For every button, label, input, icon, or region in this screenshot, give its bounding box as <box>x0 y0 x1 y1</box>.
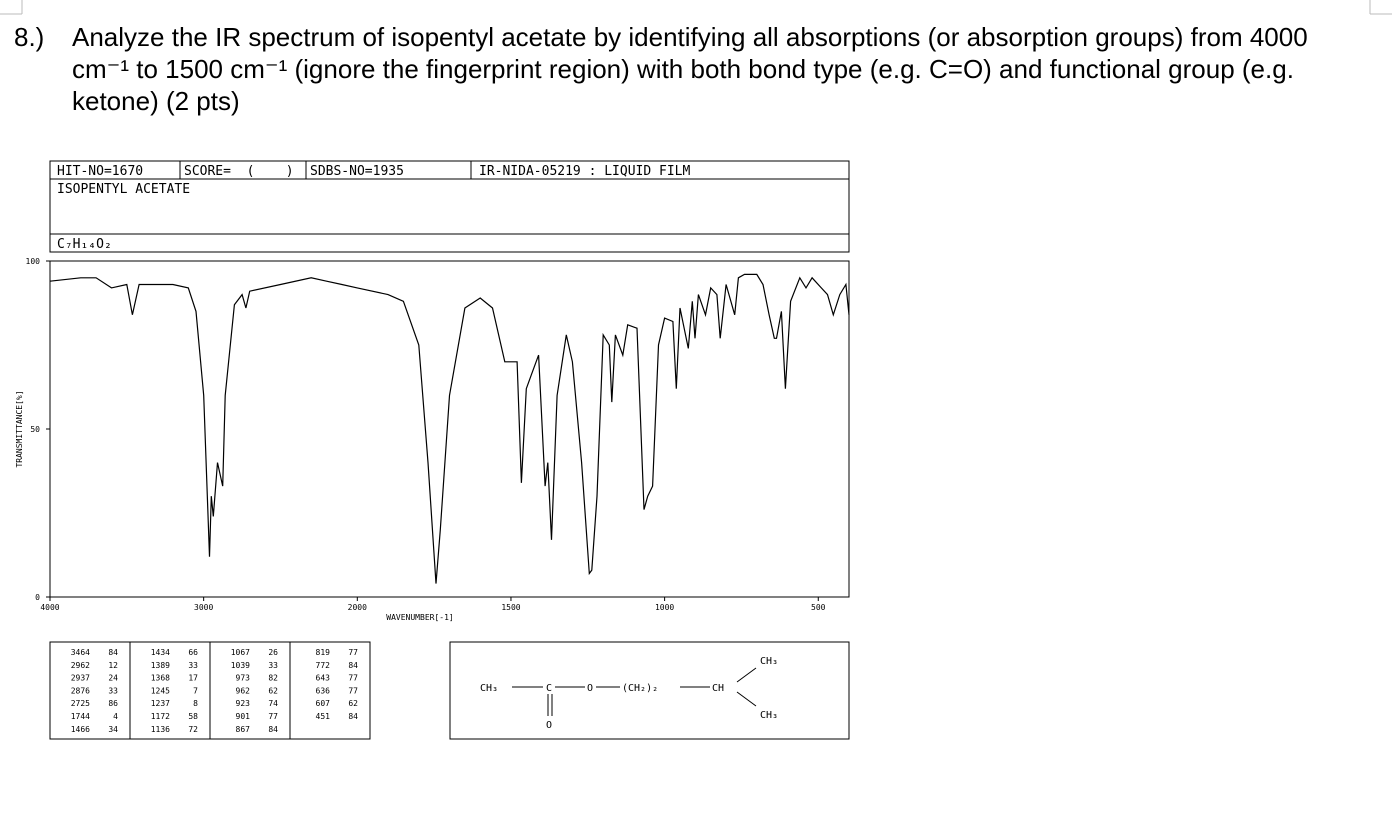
question-text: Analyze the IR spectrum of isopentyl ace… <box>72 22 1308 52</box>
compound-name: ISOPENTYL ACETATE <box>57 182 190 197</box>
peak-wavenumber: 2725 <box>71 699 90 708</box>
peak-transmittance: 33 <box>188 661 198 670</box>
peak-wavenumber: 1245 <box>151 686 170 695</box>
peak-transmittance: 66 <box>188 648 198 657</box>
peak-wavenumber: 772 <box>316 661 331 670</box>
peak-transmittance: 72 <box>188 725 198 734</box>
peak-transmittance: 26 <box>268 648 278 657</box>
y-tick-label: 0 <box>35 593 40 602</box>
peak-wavenumber: 962 <box>236 686 251 695</box>
peak-transmittance: 8 <box>193 699 198 708</box>
peak-transmittance: 62 <box>348 699 358 708</box>
peak-transmittance: 58 <box>188 712 198 721</box>
peak-wavenumber: 643 <box>316 674 331 683</box>
x-tick-label: 500 <box>811 603 826 612</box>
question-text: cm⁻¹ to 1500 cm⁻¹ (ignore the fingerprin… <box>72 54 1294 84</box>
peak-transmittance: 84 <box>348 661 358 670</box>
x-tick-label: 1500 <box>501 603 520 612</box>
peak-transmittance: 7 <box>193 686 198 695</box>
peak-transmittance: 86 <box>108 699 118 708</box>
peak-transmittance: 77 <box>348 648 358 657</box>
question-text: ketone) (2 pts) <box>72 86 240 116</box>
atom: CH₃ <box>760 710 778 721</box>
peak-wavenumber: 607 <box>316 699 331 708</box>
peak-transmittance: 4 <box>113 712 118 721</box>
peak-transmittance: 62 <box>268 686 278 695</box>
peak-wavenumber: 2937 <box>71 674 90 683</box>
peak-transmittance: 17 <box>188 674 198 683</box>
peak-transmittance: 74 <box>268 699 278 708</box>
peak-transmittance: 77 <box>268 712 278 721</box>
score: SCORE= ( ) <box>184 164 294 179</box>
structure-box <box>449 641 850 740</box>
peak-transmittance: 34 <box>108 725 118 734</box>
atom: CH <box>712 683 724 694</box>
peak-transmittance: 12 <box>108 661 118 670</box>
x-tick-label: 1000 <box>655 603 674 612</box>
x-axis-label: WAVENUMBER[-1] <box>386 613 453 622</box>
peak-transmittance: 77 <box>348 686 358 695</box>
atom: O <box>546 720 552 731</box>
x-tick-label: 4000 <box>40 603 59 612</box>
peak-wavenumber: 636 <box>316 686 331 695</box>
peak-wavenumber: 1744 <box>71 712 90 721</box>
y-tick-label: 100 <box>26 257 41 266</box>
peak-transmittance: 33 <box>268 661 278 670</box>
formula: C₇H₁₄O₂ <box>57 237 112 252</box>
y-axis-label: TRANSMITTANCE[%] <box>15 390 24 467</box>
peak-wavenumber: 819 <box>316 648 331 657</box>
atom: O <box>587 683 593 694</box>
spectrum-line <box>49 273 850 584</box>
bond <box>736 667 757 683</box>
peak-wavenumber: 973 <box>236 674 251 683</box>
bond <box>736 691 757 707</box>
peak-wavenumber: 1172 <box>151 712 170 721</box>
ir-id: IR-NIDA-05219 : LIQUID FILM <box>479 164 690 179</box>
peak-wavenumber: 1368 <box>151 674 170 683</box>
peak-wavenumber: 1237 <box>151 699 170 708</box>
peak-transmittance: 82 <box>268 674 278 683</box>
x-tick-label: 2000 <box>348 603 367 612</box>
peak-wavenumber: 2962 <box>71 661 90 670</box>
peak-wavenumber: 1389 <box>151 661 170 670</box>
peak-transmittance: 24 <box>108 674 118 683</box>
peak-wavenumber: 1434 <box>151 648 170 657</box>
atom: C <box>546 683 552 694</box>
peak-wavenumber: 2876 <box>71 686 90 695</box>
peak-transmittance: 33 <box>108 686 118 695</box>
peak-transmittance: 84 <box>268 725 278 734</box>
atom: CH₃ <box>760 656 778 667</box>
atom: (CH₂)₂ <box>622 683 658 694</box>
sdbs-no: SDBS-NO=1935 <box>310 164 404 179</box>
atom: CH₃ <box>480 683 498 694</box>
peak-transmittance: 77 <box>348 674 358 683</box>
peak-wavenumber: 1466 <box>71 725 90 734</box>
peak-wavenumber: 923 <box>236 699 251 708</box>
question-number: 8.) <box>14 22 44 52</box>
peak-transmittance: 84 <box>348 712 358 721</box>
peak-wavenumber: 901 <box>236 712 251 721</box>
peak-wavenumber: 1136 <box>151 725 170 734</box>
header-box <box>49 160 850 253</box>
peak-wavenumber: 3464 <box>71 648 90 657</box>
peak-wavenumber: 1039 <box>231 661 250 670</box>
x-tick-label: 3000 <box>194 603 213 612</box>
y-tick-label: 50 <box>30 425 40 434</box>
peak-wavenumber: 1067 <box>231 648 250 657</box>
peak-transmittance: 84 <box>108 648 118 657</box>
peak-wavenumber: 867 <box>236 725 251 734</box>
plot-frame <box>49 260 850 598</box>
peak-wavenumber: 451 <box>316 712 331 721</box>
hit-no: HIT-NO=1670 <box>57 164 143 179</box>
